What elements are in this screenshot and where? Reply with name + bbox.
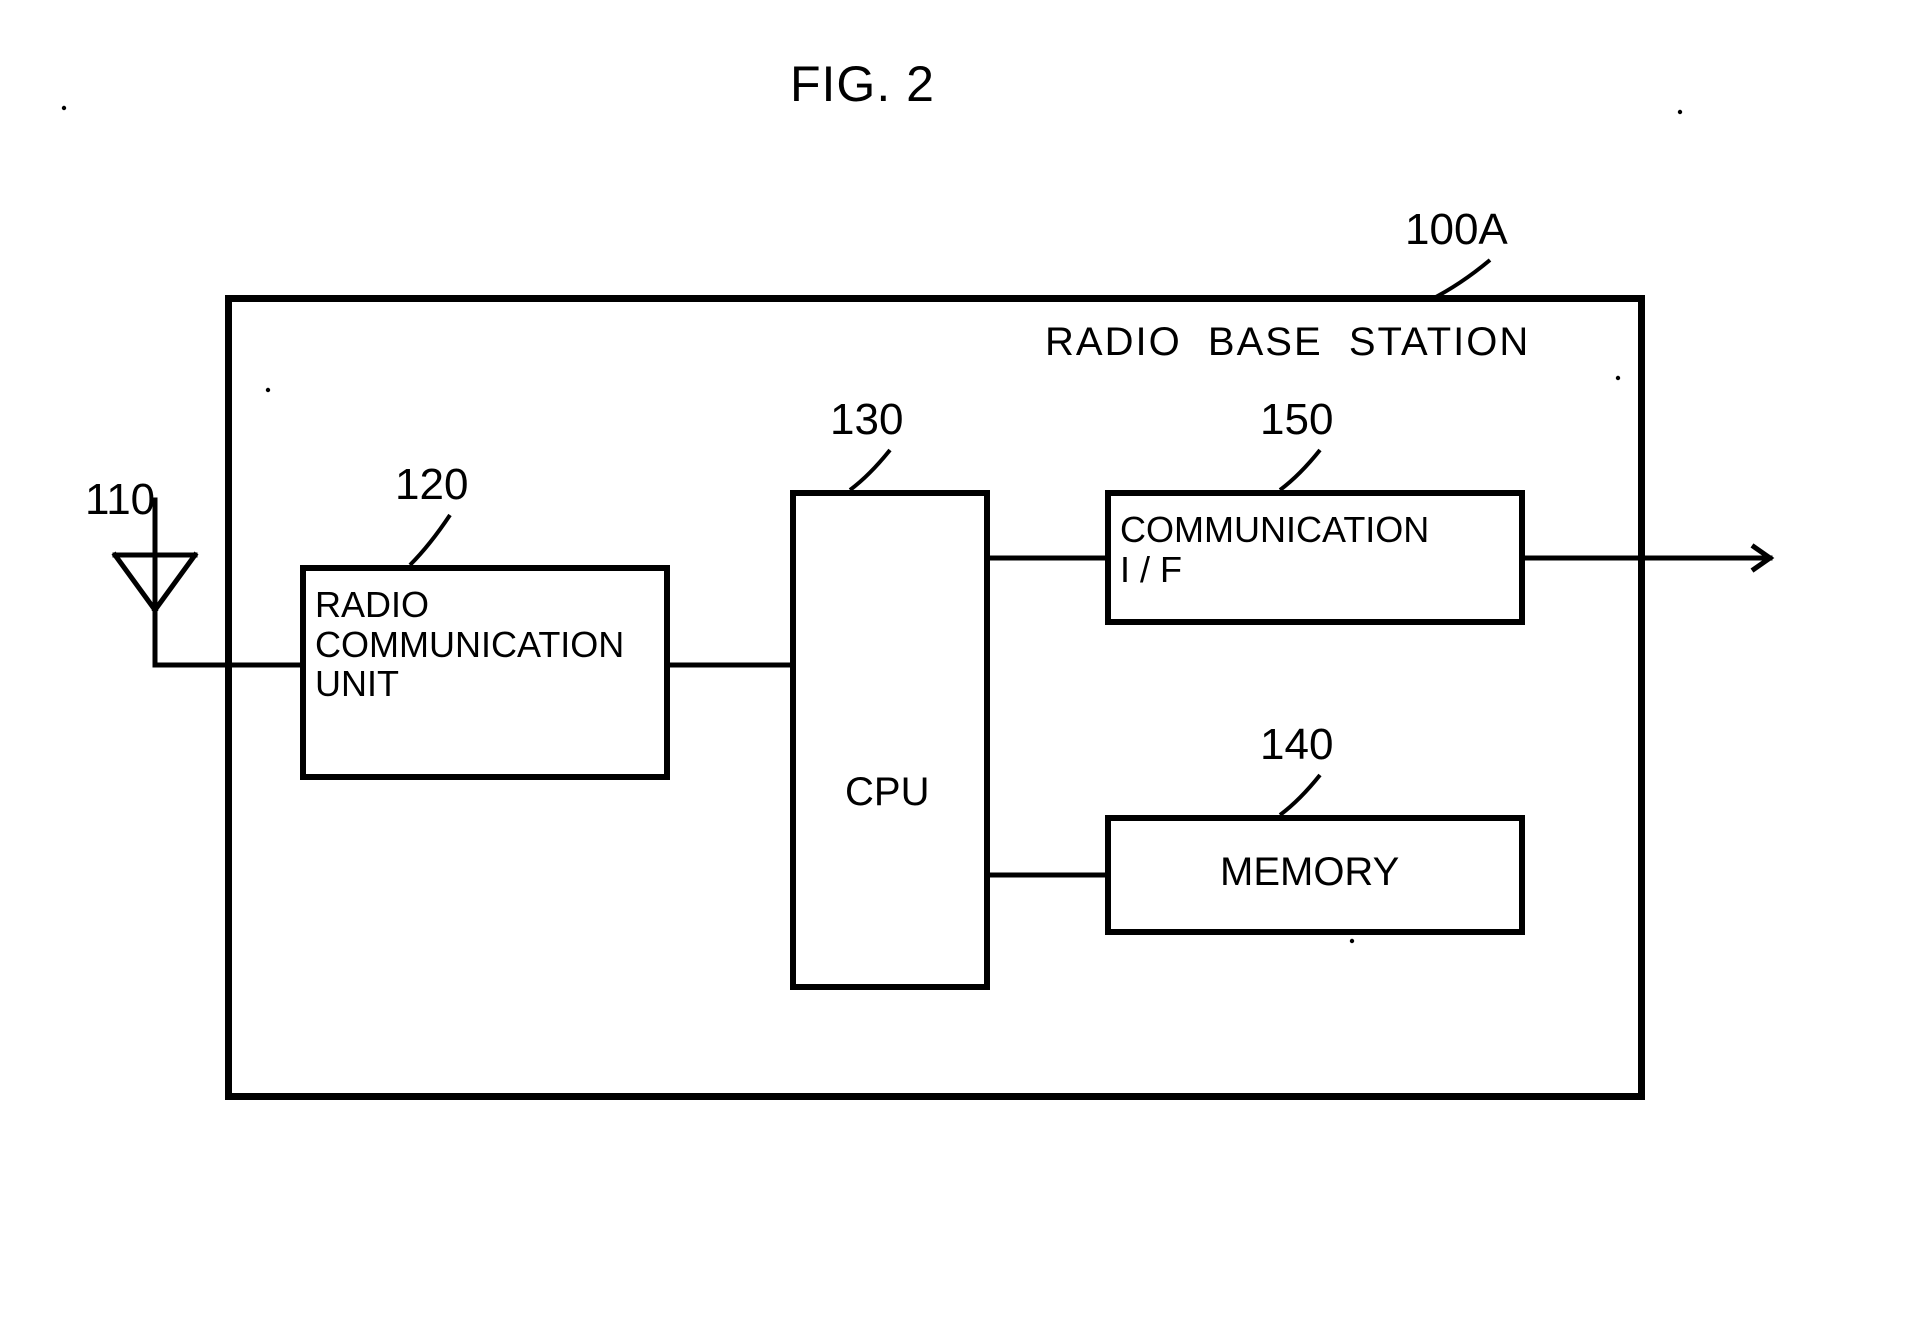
container-ref-label: 100A [1405,205,1508,255]
comm-if-ref-label: 150 [1260,395,1333,445]
antenna-ref-label: 110 [85,475,155,525]
container-inner-label: RADIO BASE STATION [1045,320,1530,364]
memory-ref-label: 140 [1260,720,1333,770]
cpu-box [790,490,990,990]
cpu-ref-label: 130 [830,395,903,445]
memory-label: MEMORY [1220,850,1399,894]
radio-unit-label: RADIO COMMUNICATION UNIT [315,585,624,704]
radio-unit-ref-label: 120 [395,460,468,510]
cpu-label: CPU [845,770,929,814]
diagram-canvas: FIG. 2 100A RADIO BASE STATION 120 RADIO… [0,0,1919,1319]
figure-title: FIG. 2 [790,55,935,113]
comm-if-label: COMMUNICATION I / F [1120,510,1429,589]
